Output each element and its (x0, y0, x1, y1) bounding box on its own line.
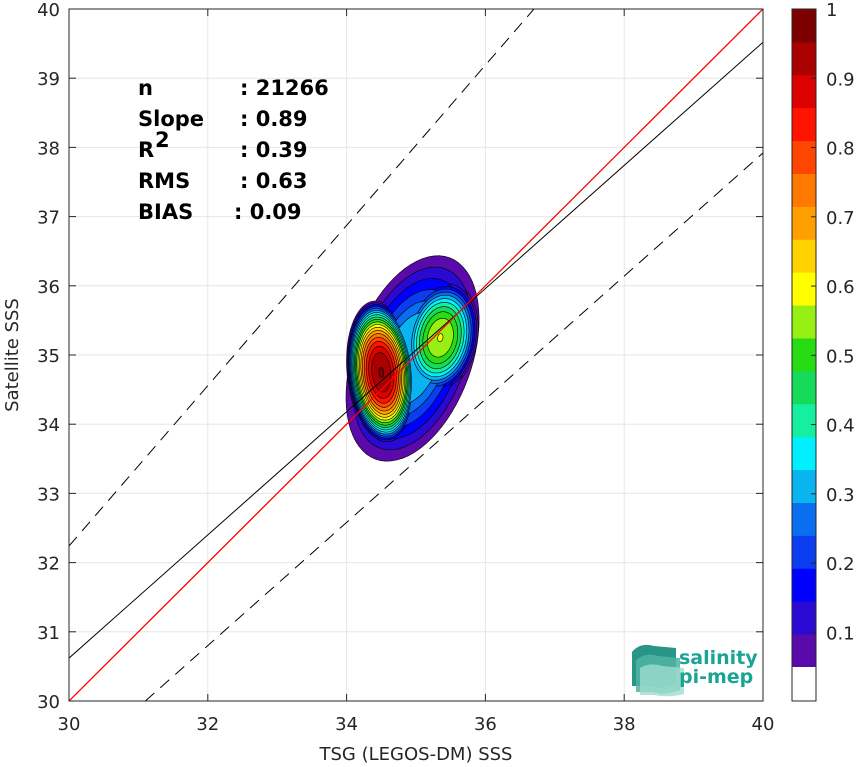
logo-line2: pi-mep (679, 666, 753, 688)
colorbar-segment (792, 370, 816, 405)
contour-band (437, 333, 444, 342)
axis-ticks (68, 8, 764, 702)
colorbar-segment (792, 601, 816, 635)
identity-line (69, 9, 763, 701)
colorbar-segment (792, 9, 816, 43)
y-tick-label: 40 (37, 0, 60, 21)
colorbar-tick-label: 0.1 (826, 623, 855, 644)
x-tick-label: 38 (613, 714, 636, 735)
x-tick-labels: 30 32 34 36 38 40 (58, 714, 775, 735)
y-tick-label: 32 (37, 554, 60, 575)
colorbar-segment (792, 502, 816, 536)
salinity-pimep-logo: salinity pi-mep (632, 644, 758, 697)
colorbar-segment (792, 74, 816, 109)
colorbar: 0.1 0.2 0.3 0.4 0.5 0.6 0.7 0.8 0.9 1 (791, 0, 855, 702)
stat-value: : 0.89 (240, 107, 308, 131)
reference-lines (69, 9, 763, 701)
logo-line1: salinity (679, 647, 758, 669)
colorbar-segment (792, 634, 816, 668)
x-axis-label: TSG (LEGOS-DM) SSS (319, 744, 513, 765)
stat-label: BIAS (138, 200, 193, 224)
colorbar-segment (792, 338, 816, 372)
statistics-panel: n : 21266 Slope : 0.89 R 2 : 0.39 RMS : 0.63 BIAS… (138, 76, 329, 224)
colorbar-segment (792, 403, 816, 438)
colorbar-segment (792, 107, 816, 142)
contour-band (378, 367, 385, 378)
y-tick-label: 39 (37, 69, 60, 90)
stat-value: : 21266 (240, 76, 329, 100)
colorbar-segment (792, 173, 816, 207)
colorbar-tick-label: 0.8 (826, 139, 855, 160)
colorbar-segment (792, 305, 816, 339)
lower-bound-line (145, 152, 763, 701)
y-tick-label: 36 (37, 277, 60, 298)
colorbar-tick-label: 0.2 (826, 554, 855, 575)
colorbar-tick-label: 0.6 (826, 277, 855, 298)
y-axis-label: Satellite SSS (2, 298, 23, 412)
colorbar-segment (792, 469, 816, 503)
stat-value: : 0.63 (240, 169, 308, 193)
colorbar-segment (792, 41, 816, 76)
colorbar-segment (792, 239, 816, 273)
x-tick-label: 34 (335, 714, 358, 735)
stat-label: n (138, 76, 153, 100)
x-tick-label: 32 (196, 714, 219, 735)
stat-label: Slope (138, 107, 204, 131)
stat-superscript: 2 (155, 128, 170, 152)
x-tick-label: 40 (752, 714, 775, 735)
colorbar-tick-label: 0.4 (826, 416, 855, 437)
colorbar-tick-label: 0.9 (826, 69, 855, 90)
stat-value: : 0.39 (240, 138, 308, 162)
x-tick-label: 36 (474, 714, 497, 735)
stat-value: : 0.09 (234, 200, 302, 224)
y-tick-label: 31 (37, 623, 60, 644)
upper-bound-line (69, 9, 535, 547)
colorbar-tick-label: 0.7 (826, 208, 855, 229)
stat-label: R (138, 138, 154, 162)
y-tick-label: 33 (37, 484, 60, 505)
colorbar-segment (792, 535, 816, 569)
y-tick-label: 35 (37, 346, 60, 367)
y-tick-label: 34 (37, 415, 60, 436)
colorbar-tick-label: 1 (826, 0, 837, 21)
colorbar-segment (792, 436, 816, 471)
x-tick-label: 30 (58, 714, 81, 735)
y-tick-label: 30 (37, 692, 60, 713)
y-tick-label: 37 (37, 208, 60, 229)
y-tick-label: 38 (37, 138, 60, 159)
colorbar-segment (792, 140, 816, 174)
colorbar-segment (792, 206, 816, 240)
colorbar-tick-label: 0.5 (826, 346, 855, 367)
regression-line (69, 41, 763, 659)
colorbar-segment (792, 272, 816, 306)
y-tick-labels: 30 31 32 33 34 35 36 37 38 39 40 (37, 0, 60, 713)
colorbar-tick-label: 0.3 (826, 485, 855, 506)
colorbar-empty-segment (792, 667, 816, 701)
wave-logo-icon (632, 644, 684, 697)
colorbar-segment (792, 568, 816, 602)
stat-label: RMS (138, 169, 190, 193)
